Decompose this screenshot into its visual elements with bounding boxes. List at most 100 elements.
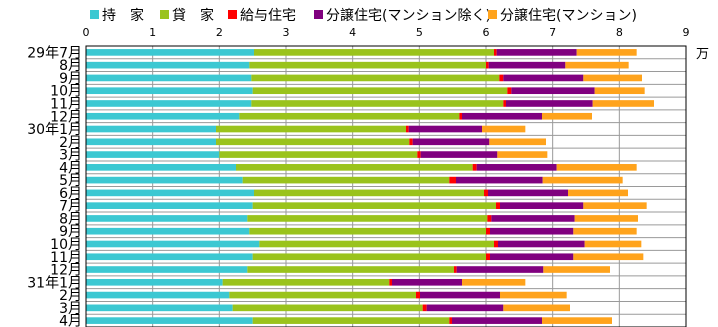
bar-segment bbox=[420, 151, 498, 158]
bar-segment bbox=[219, 151, 418, 158]
y-category-label: 8月 bbox=[59, 58, 82, 74]
legend-swatch bbox=[314, 10, 323, 19]
bar-segment bbox=[392, 278, 462, 286]
bar-segment bbox=[86, 112, 240, 120]
bar-segment bbox=[416, 291, 420, 299]
bar-segment bbox=[486, 227, 490, 235]
bar-segment bbox=[498, 240, 585, 248]
bar-segment bbox=[86, 87, 253, 95]
legend-label: 給与住宅 bbox=[240, 8, 296, 24]
bar-segment bbox=[252, 253, 486, 261]
bar-segment bbox=[452, 317, 542, 324]
bar-segment bbox=[511, 87, 595, 95]
bar-segment bbox=[486, 253, 490, 261]
bar-segment bbox=[216, 138, 410, 146]
bar-segment bbox=[503, 74, 584, 82]
bar-segment bbox=[86, 49, 254, 56]
y-category-label: 10月 bbox=[50, 237, 82, 253]
bar-segment bbox=[592, 100, 654, 107]
y-category-label: 29年7月 bbox=[27, 45, 82, 61]
x-tick-label: 4 bbox=[349, 26, 356, 39]
bar-segment bbox=[583, 202, 647, 209]
bar-segment bbox=[462, 278, 526, 286]
bar-segment bbox=[472, 164, 477, 171]
legend-label: 分譲住宅(マンション除く) bbox=[326, 8, 491, 24]
legend-swatch bbox=[90, 10, 99, 19]
bar-segment bbox=[565, 61, 629, 69]
bar-segment bbox=[406, 125, 409, 133]
plot-frame bbox=[85, 45, 687, 327]
bar-segment bbox=[459, 112, 462, 120]
bar-segment bbox=[86, 74, 252, 82]
bar-segment bbox=[86, 253, 253, 261]
bar-segment bbox=[254, 49, 494, 56]
bar-segment bbox=[594, 87, 645, 95]
bar-segment bbox=[426, 304, 504, 312]
bar-segment bbox=[216, 125, 406, 133]
bar-segment bbox=[86, 189, 254, 197]
bar-segment bbox=[86, 304, 233, 312]
bar-segment bbox=[573, 253, 644, 261]
bar-segment bbox=[496, 202, 500, 209]
y-category-label: 9月 bbox=[59, 71, 82, 87]
bar-segment bbox=[456, 266, 544, 273]
x-tick-label: 2 bbox=[216, 26, 223, 39]
bar-segment bbox=[259, 240, 494, 248]
legend-label: 分譲住宅(マンション) bbox=[500, 8, 637, 24]
bar-segment bbox=[86, 176, 243, 184]
bars bbox=[86, 49, 654, 324]
x-tick-label: 0 bbox=[83, 26, 90, 39]
bar-segment bbox=[86, 100, 252, 107]
y-category-label: 30年1月 bbox=[27, 122, 82, 138]
bar-segment bbox=[494, 49, 497, 56]
y-category-label: 3月 bbox=[59, 148, 82, 164]
bar-segment bbox=[462, 112, 542, 120]
legend-swatch bbox=[160, 10, 169, 19]
bar-segment bbox=[86, 317, 253, 324]
bar-segment bbox=[584, 240, 642, 248]
bar-segment bbox=[503, 100, 506, 107]
bar-segment bbox=[86, 215, 248, 222]
bar-segment bbox=[222, 278, 390, 286]
y-category-label: 31年1月 bbox=[27, 275, 82, 291]
bar-segment bbox=[449, 317, 452, 324]
x-tick-label: 6 bbox=[483, 26, 490, 39]
bar-segment bbox=[239, 112, 460, 120]
x-tick-label: 1 bbox=[149, 26, 156, 39]
bar-segment bbox=[86, 266, 248, 273]
bar-segment bbox=[556, 164, 637, 171]
y-category-label: 5月 bbox=[59, 173, 82, 189]
bar-segment bbox=[490, 253, 574, 261]
unit-label: 万 bbox=[696, 47, 709, 62]
bar-segment bbox=[247, 266, 454, 273]
bar-segment bbox=[482, 125, 526, 133]
bar-segment bbox=[487, 215, 492, 222]
bar-segment bbox=[86, 125, 216, 133]
bar-segment bbox=[499, 74, 504, 82]
bar-segment bbox=[86, 227, 250, 235]
x-tick-label: 5 bbox=[416, 26, 423, 39]
bar-segment bbox=[412, 138, 490, 146]
bar-segment bbox=[494, 240, 498, 248]
bar-segment bbox=[583, 74, 642, 82]
bar-segment bbox=[489, 138, 546, 146]
x-tick-label: 7 bbox=[549, 26, 556, 39]
x-tick-label: 9 bbox=[683, 26, 690, 39]
bar-segment bbox=[86, 240, 260, 248]
bar-segment bbox=[490, 227, 574, 235]
y-axis-labels: 29年7月8月9月10月11月12月30年1月2月3月4月5月6月7月8月9月1… bbox=[27, 45, 82, 327]
bar-segment bbox=[254, 189, 484, 197]
bar-segment bbox=[449, 176, 456, 184]
bar-segment bbox=[249, 61, 486, 69]
bar-segment bbox=[409, 138, 413, 146]
bar-segment bbox=[420, 291, 500, 299]
bar-segment bbox=[497, 151, 548, 158]
bar-segment bbox=[86, 61, 250, 69]
y-category-label: 4月 bbox=[59, 160, 82, 176]
y-category-label: 2月 bbox=[59, 288, 82, 304]
x-tick-label: 8 bbox=[616, 26, 623, 39]
bar-segment bbox=[422, 304, 427, 312]
y-category-label: 7月 bbox=[59, 199, 82, 215]
bar-segment bbox=[417, 151, 421, 158]
